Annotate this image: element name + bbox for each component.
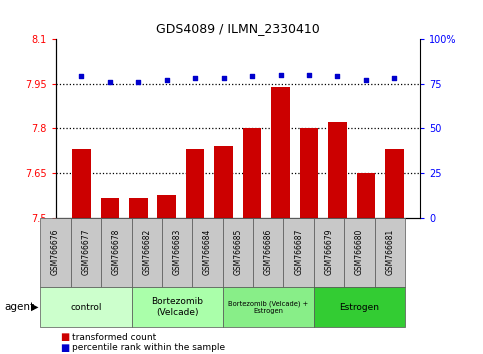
Point — [391, 75, 398, 81]
Text: GSM766677: GSM766677 — [82, 229, 90, 275]
Text: Bortezomib (Velcade) +
Estrogen: Bortezomib (Velcade) + Estrogen — [228, 300, 308, 314]
Point — [334, 74, 341, 79]
Text: ■: ■ — [60, 332, 70, 342]
Text: GSM766686: GSM766686 — [264, 229, 273, 275]
Text: GSM766678: GSM766678 — [112, 229, 121, 275]
Text: GSM766683: GSM766683 — [172, 229, 182, 275]
Point — [277, 72, 284, 78]
Text: GSM766676: GSM766676 — [51, 229, 60, 275]
Bar — [271, 87, 290, 218]
Bar — [214, 146, 233, 218]
Bar — [356, 173, 375, 218]
Bar — [100, 198, 119, 218]
Point — [191, 75, 199, 81]
Point — [163, 77, 170, 83]
Point — [106, 79, 114, 85]
Text: agent: agent — [5, 302, 35, 312]
Title: GDS4089 / ILMN_2330410: GDS4089 / ILMN_2330410 — [156, 22, 320, 35]
Point — [248, 74, 256, 79]
Text: Bortezomib
(Velcade): Bortezomib (Velcade) — [151, 297, 203, 317]
Text: control: control — [70, 303, 102, 312]
Text: GSM766687: GSM766687 — [294, 229, 303, 275]
Bar — [243, 129, 261, 218]
Text: ■: ■ — [60, 343, 70, 353]
Text: GSM766679: GSM766679 — [325, 229, 334, 275]
Bar — [72, 149, 91, 218]
Bar — [157, 195, 176, 218]
Text: transformed count: transformed count — [72, 332, 156, 342]
Text: GSM766680: GSM766680 — [355, 229, 364, 275]
Bar — [186, 149, 204, 218]
Point — [305, 72, 313, 78]
Point — [362, 77, 370, 83]
Text: GSM766681: GSM766681 — [385, 229, 394, 275]
Point — [220, 75, 227, 81]
Bar — [129, 198, 147, 218]
Point — [77, 74, 85, 79]
Point — [134, 79, 142, 85]
Bar — [328, 122, 347, 218]
Bar — [385, 149, 404, 218]
Text: GSM766682: GSM766682 — [142, 229, 151, 275]
Text: Estrogen: Estrogen — [340, 303, 380, 312]
Text: percentile rank within the sample: percentile rank within the sample — [72, 343, 226, 352]
Text: ▶: ▶ — [31, 302, 39, 312]
Bar — [300, 129, 318, 218]
Text: GSM766684: GSM766684 — [203, 229, 212, 275]
Text: GSM766685: GSM766685 — [233, 229, 242, 275]
